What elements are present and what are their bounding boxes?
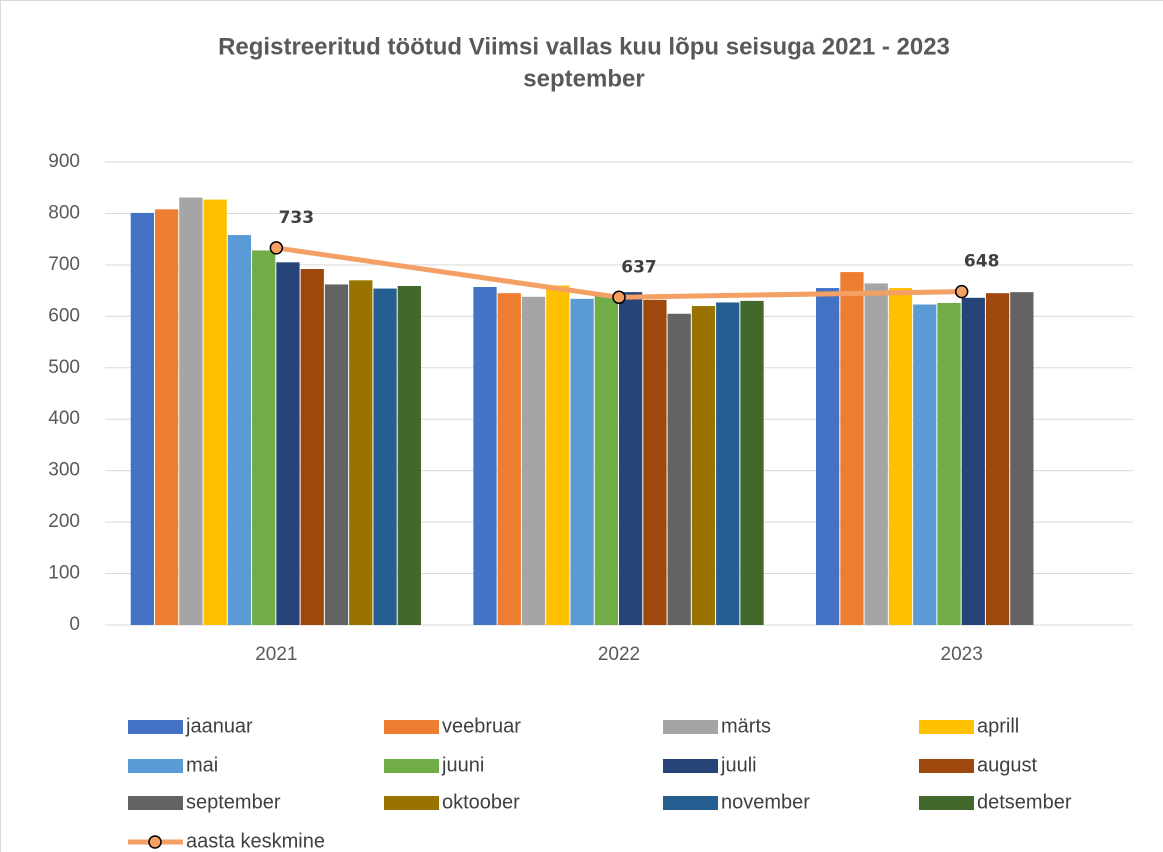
y-tick-label: 0 — [69, 614, 80, 635]
y-tick-label: 700 — [48, 254, 80, 275]
bar — [985, 293, 1010, 625]
legend-label: märts — [721, 715, 771, 737]
chart-title: Registreeritud töötud Viimsi vallas kuu … — [218, 33, 950, 60]
legend-label: august — [977, 754, 1037, 776]
legend-label: juuni — [441, 754, 484, 776]
bar — [667, 313, 691, 625]
legend-label: mai — [186, 754, 218, 776]
legend-swatch — [148, 835, 162, 849]
bar — [643, 299, 667, 625]
legend-swatch — [919, 759, 974, 773]
legend-label: aasta keskmine — [186, 830, 325, 852]
legend-label: jaanuar — [185, 715, 253, 737]
y-tick-label: 600 — [48, 305, 80, 326]
y-tick-label: 800 — [48, 202, 80, 223]
legend-label: veebruar — [442, 715, 521, 737]
data-label: 648 — [964, 252, 1000, 272]
bar — [349, 280, 373, 625]
x-tick-label: 2021 — [255, 644, 297, 665]
bar — [252, 250, 276, 626]
bar — [276, 262, 300, 625]
legend-swatch — [128, 720, 183, 734]
bar — [300, 269, 324, 625]
bar — [397, 285, 421, 625]
bar — [497, 293, 521, 625]
legend-label: aprill — [977, 715, 1019, 737]
bar — [473, 287, 497, 625]
bar — [740, 300, 764, 625]
bar — [716, 302, 740, 625]
bar — [203, 199, 227, 625]
legend-swatch — [663, 720, 718, 734]
bar — [179, 197, 203, 625]
bar — [961, 297, 985, 625]
legend-swatch — [663, 759, 718, 773]
bar — [888, 288, 913, 625]
line-marker — [269, 241, 284, 255]
bar — [373, 288, 397, 625]
y-tick-label: 900 — [48, 151, 80, 172]
data-label: 733 — [279, 208, 315, 228]
x-tick-label: 2022 — [598, 644, 640, 665]
y-tick-label: 400 — [48, 408, 80, 429]
legend-label: september — [186, 791, 281, 813]
y-tick-label: 200 — [48, 511, 80, 532]
x-tick-label: 2023 — [941, 644, 983, 665]
bar — [840, 272, 864, 625]
bar — [227, 235, 252, 625]
y-tick-label: 500 — [48, 357, 80, 378]
bar — [816, 288, 840, 625]
chart-title: september — [523, 65, 644, 92]
legend-label: detsember — [977, 791, 1072, 813]
bar — [937, 302, 961, 625]
y-tick-label: 100 — [48, 563, 80, 584]
line-marker — [954, 284, 969, 299]
bar — [691, 306, 716, 625]
bar — [546, 285, 570, 625]
legend-swatch — [128, 759, 183, 773]
legend-swatch — [384, 720, 439, 734]
legend-label: oktoober — [442, 791, 520, 813]
bar — [913, 304, 937, 625]
legend-swatch — [384, 759, 439, 773]
data-label: 637 — [621, 257, 657, 277]
bar — [570, 298, 594, 625]
bar — [130, 212, 154, 625]
line-marker — [612, 290, 626, 305]
bar — [1010, 292, 1034, 625]
legend-swatch — [919, 720, 974, 734]
legend-label: november — [721, 791, 810, 813]
bar — [594, 295, 618, 625]
bar — [154, 209, 179, 625]
bar — [521, 296, 546, 625]
legend-label: juuli — [720, 754, 757, 776]
legend-swatch — [663, 796, 718, 810]
legend-swatch — [128, 796, 183, 810]
legend-swatch — [384, 796, 439, 810]
bar — [324, 284, 349, 625]
y-tick-label: 300 — [48, 460, 80, 481]
bar — [864, 283, 888, 625]
bar — [619, 292, 643, 625]
legend-swatch — [919, 796, 974, 810]
